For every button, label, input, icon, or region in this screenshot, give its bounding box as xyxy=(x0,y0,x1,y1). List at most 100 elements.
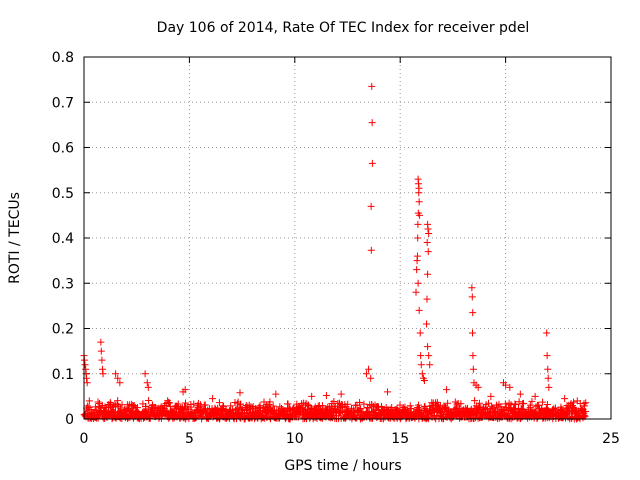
band-point xyxy=(318,402,326,410)
x-tick-labels: 0 5 10 15 20 25 xyxy=(80,431,620,447)
band-point xyxy=(444,399,452,407)
band-point xyxy=(85,397,93,405)
data-point xyxy=(368,119,376,127)
x-tick-label: 20 xyxy=(497,431,515,447)
y-tick-label: 0.3 xyxy=(52,276,74,292)
band-point xyxy=(284,400,292,408)
data-point xyxy=(443,386,451,394)
data-point xyxy=(97,347,105,355)
data-point xyxy=(420,377,428,385)
band-point xyxy=(227,402,235,410)
chart-title: Day 106 of 2014, Rate Of TEC Index for r… xyxy=(157,20,530,36)
band-point xyxy=(457,400,465,408)
data-point xyxy=(236,389,244,397)
data-point xyxy=(97,338,105,346)
band-point xyxy=(543,401,551,409)
y-tick-label: 0.7 xyxy=(52,95,74,111)
band-point xyxy=(91,403,99,411)
band-point xyxy=(356,399,364,407)
data-point xyxy=(114,374,122,382)
data-point xyxy=(417,361,425,369)
data-points xyxy=(80,82,590,423)
data-point xyxy=(545,383,553,391)
data-point xyxy=(83,379,91,387)
y-tick-labels: 0 0.1 0.2 0.3 0.4 0.5 0.6 0.7 0.8 xyxy=(52,50,74,428)
band-point xyxy=(166,399,174,407)
data-point xyxy=(426,361,434,369)
data-point xyxy=(573,397,581,405)
band-point xyxy=(545,414,553,422)
band-point xyxy=(215,399,223,407)
band-point xyxy=(130,402,138,410)
band-point xyxy=(311,403,319,411)
band-point xyxy=(360,400,368,408)
x-tick-label: 10 xyxy=(286,431,304,447)
data-point xyxy=(424,248,432,256)
band-point xyxy=(94,398,102,406)
data-point xyxy=(469,365,477,373)
band-point xyxy=(420,406,428,414)
data-point xyxy=(417,352,425,360)
data-point xyxy=(423,239,431,247)
band-point xyxy=(350,406,358,414)
band-point xyxy=(304,401,312,409)
band-point xyxy=(182,399,190,407)
band-point xyxy=(519,399,527,407)
data-point xyxy=(362,370,370,378)
band-point xyxy=(190,400,198,408)
band-point xyxy=(276,403,284,411)
band-point xyxy=(582,408,590,416)
x-tick-label: 5 xyxy=(185,431,194,447)
x-tick-label: 0 xyxy=(80,431,89,447)
band-point xyxy=(427,406,435,414)
data-point xyxy=(544,365,552,373)
data-point xyxy=(413,257,421,265)
data-point xyxy=(414,234,422,242)
data-point xyxy=(99,370,107,378)
band-point xyxy=(471,397,479,405)
data-point xyxy=(423,295,431,303)
data-point xyxy=(367,246,375,254)
data-point xyxy=(424,225,432,233)
band-point xyxy=(134,404,142,412)
data-point xyxy=(322,391,330,399)
band-point xyxy=(570,403,578,411)
data-point xyxy=(209,395,217,403)
band-point xyxy=(414,401,422,409)
data-point xyxy=(415,306,423,314)
data-point xyxy=(418,370,426,378)
data-point xyxy=(181,386,189,394)
band-point xyxy=(237,400,245,408)
data-point xyxy=(502,381,510,389)
data-point xyxy=(143,379,151,387)
band-point xyxy=(489,404,497,412)
y-tick-label: 0.5 xyxy=(52,186,74,202)
data-point xyxy=(516,390,524,398)
data-point xyxy=(469,329,477,337)
data-point xyxy=(543,352,551,360)
band-point xyxy=(335,399,343,407)
data-point xyxy=(365,365,373,373)
data-point xyxy=(468,284,476,292)
data-point xyxy=(337,390,345,398)
data-point xyxy=(424,343,432,351)
data-point xyxy=(506,383,514,391)
data-point xyxy=(414,279,422,287)
plot-frame xyxy=(83,56,612,420)
band-point xyxy=(526,403,534,411)
band-point xyxy=(538,406,546,414)
x-axis-label: GPS time / hours xyxy=(284,458,401,474)
data-point xyxy=(487,392,495,400)
data-point xyxy=(116,379,124,387)
band-point xyxy=(377,402,385,410)
y-tick-label: 0.6 xyxy=(52,141,74,157)
data-point xyxy=(425,352,433,360)
band-point xyxy=(539,398,547,406)
band-point xyxy=(375,403,383,411)
band-point xyxy=(344,400,352,408)
band-point xyxy=(535,401,543,409)
y-tick-label: 0.4 xyxy=(52,231,74,247)
data-point xyxy=(413,266,421,274)
data-point xyxy=(469,352,477,360)
data-point xyxy=(141,370,149,378)
